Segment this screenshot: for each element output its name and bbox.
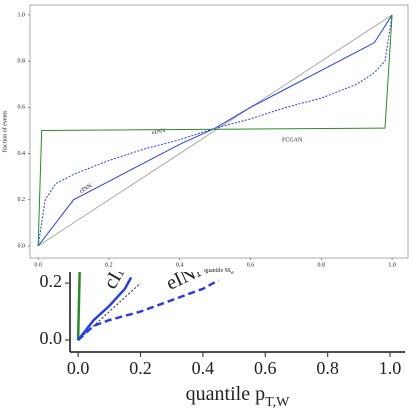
x-tick-label: 0.4 bbox=[176, 262, 184, 268]
series-line bbox=[77, 279, 220, 341]
x-axis-label: quantile MW bbox=[204, 268, 234, 275]
y-tick-label: 0.8 bbox=[18, 59, 26, 65]
x-tick-label: 0.6 bbox=[254, 358, 277, 378]
x-tick-label: 0.2 bbox=[129, 358, 152, 378]
x-tick-label: 0.8 bbox=[318, 262, 326, 268]
y-axis-label: fraction of events bbox=[1, 110, 8, 153]
series-line bbox=[37, 14, 393, 247]
plot-frame bbox=[29, 4, 409, 259]
series-label: FCGAN bbox=[282, 137, 303, 143]
series-line bbox=[37, 14, 393, 247]
series-label: eINN bbox=[152, 128, 167, 136]
y-tick-label: 0.0 bbox=[40, 328, 63, 348]
series-line bbox=[77, 276, 133, 341]
series-line bbox=[37, 14, 393, 247]
y-tick-label: 0.4 bbox=[18, 151, 26, 157]
y-tick-label: 0.0 bbox=[18, 243, 26, 249]
y-tick-label: 0.6 bbox=[18, 105, 26, 111]
x-tick-label: 1.0 bbox=[379, 358, 402, 378]
series-line bbox=[76, 272, 81, 341]
plot-lines: cINN eINN bbox=[76, 272, 220, 341]
y-tick-label: 0.2 bbox=[18, 197, 26, 203]
x-tick-label: 0.4 bbox=[192, 358, 215, 378]
x-tick-label: 1.0 bbox=[388, 262, 396, 268]
y-tick-label: 0.2 bbox=[40, 271, 63, 291]
x-tick-label: 0.0 bbox=[67, 358, 90, 378]
x-tick-label: 0.0 bbox=[34, 262, 42, 268]
x-tick-label: 0.2 bbox=[105, 262, 113, 268]
series-line bbox=[37, 14, 393, 247]
x-axis-label: quantile pT,W bbox=[186, 383, 290, 410]
y-tick-label: 1.0 bbox=[18, 12, 26, 18]
x-tick-label: 0.6 bbox=[247, 262, 255, 268]
x-tick-label: 0.8 bbox=[316, 358, 339, 378]
